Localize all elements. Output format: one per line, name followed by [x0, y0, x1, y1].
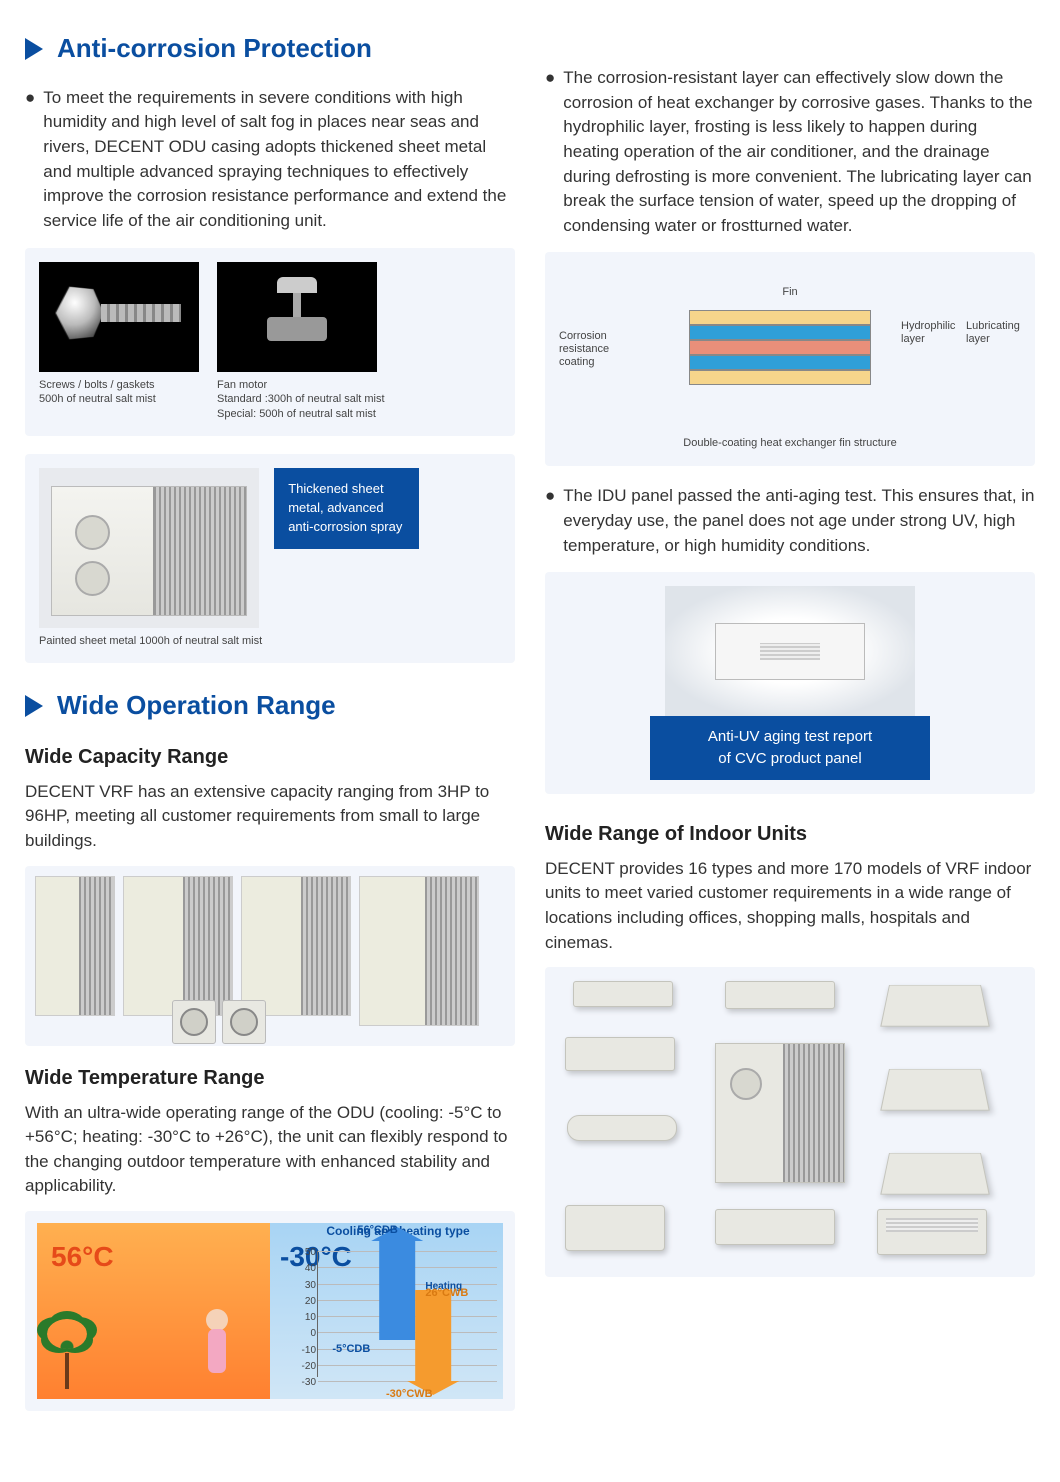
- panel-idu: Anti-UV aging test report of CVC product…: [545, 572, 1035, 794]
- section-title-range: Wide Operation Range: [25, 687, 515, 725]
- caption-line: Screws / bolts / gaskets: [39, 378, 199, 393]
- odu-image: [39, 468, 259, 628]
- panel-odu: Painted sheet metal 1000h of neutral sal…: [25, 454, 515, 663]
- para-left-1: To meet the requirements in severe condi…: [43, 86, 515, 234]
- fan-motor-image: [217, 262, 377, 372]
- heading-anticorrosion: Anti-corrosion Protection: [57, 30, 372, 68]
- odu-callout: Thickened sheet metal, advanced anti-cor…: [274, 468, 419, 549]
- bullet-right-2: ● The IDU panel passed the anti-aging te…: [545, 484, 1035, 558]
- fin-label-top: Fin: [782, 286, 797, 299]
- idu-banner: Anti-UV aging test report of CVC product…: [650, 716, 930, 780]
- para-indoor: DECENT provides 16 types and more 170 mo…: [545, 857, 1035, 956]
- palm-icon: [47, 1319, 87, 1389]
- panel-capacity-range: [25, 866, 515, 1046]
- bullet-dot-icon: ●: [545, 66, 555, 238]
- caption-line: 500h of neutral salt mist: [39, 392, 199, 407]
- section-title-anticorrosion: Anti-corrosion Protection: [25, 30, 515, 68]
- caption-line: Standard :300h of neutral salt mist: [217, 392, 385, 407]
- panel-fin-diagram: Fin Corrosion resistance coating Hydroph…: [545, 252, 1035, 466]
- bullet-right-1: ● The corrosion-resistant layer can effe…: [545, 66, 1035, 238]
- para-right-2: The IDU panel passed the anti-aging test…: [563, 484, 1035, 558]
- fan-caption: Fan motor Standard :300h of neutral salt…: [217, 378, 385, 423]
- banner-line: of CVC product panel: [668, 748, 912, 770]
- banner-line: Anti-UV aging test report: [668, 726, 912, 748]
- caption-line: Fan motor: [217, 378, 385, 393]
- bullet-dot-icon: ●: [545, 484, 555, 558]
- subtitle-temp: Wide Temperature Range: [25, 1064, 515, 1093]
- hot-temp-label: 56°C: [51, 1237, 114, 1278]
- screw-caption: Screws / bolts / gaskets 500h of neutral…: [39, 378, 199, 408]
- fin-label-left: Corrosion resistance coating: [559, 330, 629, 368]
- idu-image: [665, 586, 915, 716]
- triangle-icon: [25, 695, 43, 717]
- fin-label-r2: Lubricating layer: [966, 320, 1021, 345]
- para-capacity: DECENT VRF has an extensive capacity ran…: [25, 780, 515, 854]
- panel-indoor-units: [545, 967, 1035, 1277]
- bullet-left-1: ● To meet the requirements in severe con…: [25, 86, 515, 234]
- screw-image: [39, 262, 199, 372]
- triangle-icon: [25, 38, 43, 60]
- person-icon: [192, 1309, 242, 1399]
- temp-chart: Cooling and heating type Cooling 5040302…: [293, 1223, 503, 1399]
- para-right-1: The corrosion-resistant layer can effect…: [563, 66, 1035, 238]
- bullet-dot-icon: ●: [25, 86, 35, 234]
- heading-range: Wide Operation Range: [57, 687, 336, 725]
- panel-temp-chart: 56°C -30°C Cooling and heating type Cool…: [25, 1211, 515, 1411]
- para-temp: With an ultra-wide operating range of th…: [25, 1101, 515, 1200]
- caption-line: Special: 500h of neutral salt mist: [217, 407, 385, 422]
- subtitle-indoor: Wide Range of Indoor Units: [545, 820, 1035, 849]
- subtitle-capacity: Wide Capacity Range: [25, 743, 515, 772]
- odu-caption: Painted sheet metal 1000h of neutral sal…: [39, 634, 262, 649]
- fin-label-r1: Hydrophilic layer: [901, 320, 963, 345]
- fin-caption: Double-coating heat exchanger fin struct…: [559, 436, 1021, 452]
- panel-components: Screws / bolts / gaskets 500h of neutral…: [25, 248, 515, 437]
